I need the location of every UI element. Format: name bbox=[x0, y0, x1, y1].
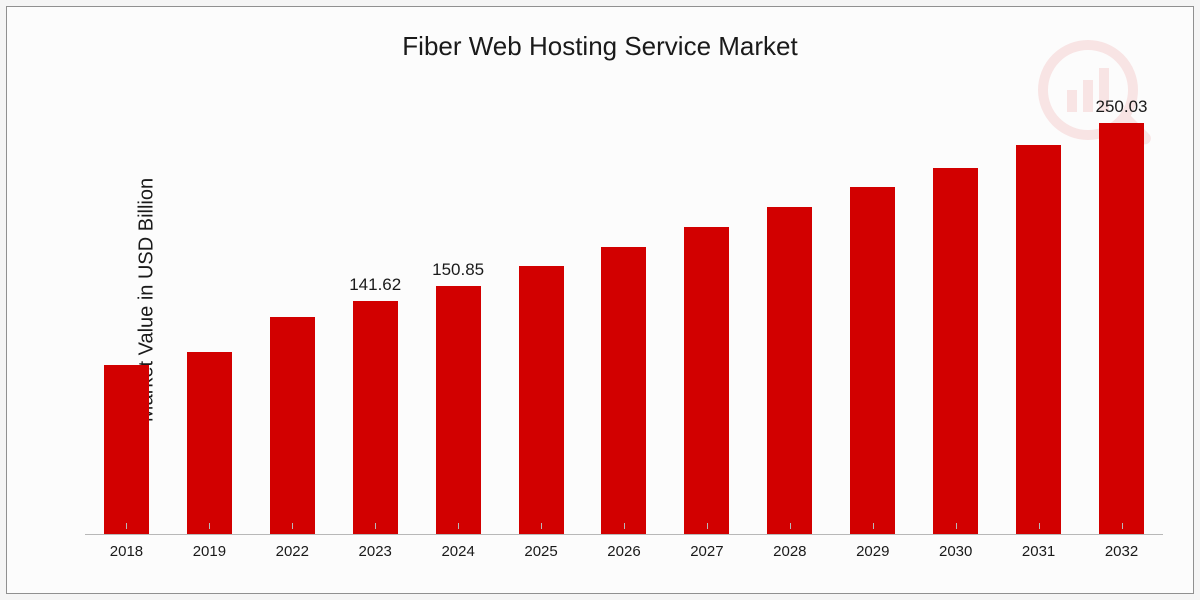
bar bbox=[684, 227, 729, 534]
bar-slot bbox=[168, 107, 251, 534]
x-axis-tick-text: 2023 bbox=[359, 543, 392, 560]
x-axis-tick bbox=[873, 523, 874, 529]
bar bbox=[933, 168, 978, 534]
bar: 150.85 bbox=[436, 286, 481, 534]
x-axis-tick-label: 2032 bbox=[1080, 543, 1163, 573]
x-axis-tick-text: 2026 bbox=[607, 543, 640, 560]
x-axis-tick bbox=[458, 523, 459, 529]
chart-title: Fiber Web Hosting Service Market bbox=[7, 31, 1193, 62]
bar-value-label: 250.03 bbox=[1096, 97, 1148, 117]
bar-slot bbox=[831, 107, 914, 534]
x-axis-tick-text: 2031 bbox=[1022, 543, 1055, 560]
bar bbox=[104, 365, 149, 534]
x-axis-tick-text: 2018 bbox=[110, 543, 143, 560]
chart-container: Fiber Web Hosting Service Market Market … bbox=[0, 0, 1200, 600]
bar bbox=[519, 266, 564, 534]
bar-slot bbox=[665, 107, 748, 534]
bar bbox=[850, 187, 895, 534]
bar: 250.03 bbox=[1099, 123, 1144, 534]
bars-row: 141.62 150.85 250.03 bbox=[85, 107, 1163, 534]
bar-slot bbox=[997, 107, 1080, 534]
x-axis-tick-label: 2031 bbox=[997, 543, 1080, 573]
bar bbox=[767, 207, 812, 534]
bar-slot: 150.85 bbox=[417, 107, 500, 534]
plot-area: 141.62 150.85 250.03 bbox=[85, 107, 1163, 535]
x-axis-tick bbox=[956, 523, 957, 529]
x-axis-tick-label: 2027 bbox=[665, 543, 748, 573]
x-axis-tick-text: 2019 bbox=[193, 543, 226, 560]
x-axis-tick-text: 2027 bbox=[690, 543, 723, 560]
x-axis-tick bbox=[541, 523, 542, 529]
x-axis-tick bbox=[126, 523, 127, 529]
bar bbox=[270, 317, 315, 534]
x-axis-tick bbox=[1039, 523, 1040, 529]
bar-slot: 141.62 bbox=[334, 107, 417, 534]
x-axis-tick-text: 2022 bbox=[276, 543, 309, 560]
x-axis-tick-label: 2028 bbox=[748, 543, 831, 573]
x-axis-tick bbox=[1122, 523, 1123, 529]
x-axis-tick bbox=[209, 523, 210, 529]
x-axis-tick bbox=[624, 523, 625, 529]
bar-slot: 250.03 bbox=[1080, 107, 1163, 534]
x-axis-tick bbox=[707, 523, 708, 529]
x-axis-tick-text: 2028 bbox=[773, 543, 806, 560]
x-axis-tick-text: 2029 bbox=[856, 543, 889, 560]
chart-panel: Fiber Web Hosting Service Market Market … bbox=[6, 6, 1194, 594]
x-axis-tick bbox=[375, 523, 376, 529]
bar bbox=[601, 247, 646, 534]
x-axis-tick-label: 2030 bbox=[914, 543, 997, 573]
bar-slot bbox=[500, 107, 583, 534]
bar-value-label: 141.62 bbox=[349, 275, 401, 295]
bar bbox=[187, 352, 232, 534]
x-axis-labels: 2018 2019 2022 2023 2024 2025 2026 2027 2028 2029… bbox=[85, 543, 1163, 573]
bar: 141.62 bbox=[353, 301, 398, 534]
bar-slot bbox=[583, 107, 666, 534]
x-axis-tick-label: 2026 bbox=[583, 543, 666, 573]
bar-slot bbox=[748, 107, 831, 534]
x-axis-tick bbox=[292, 523, 293, 529]
bar-slot bbox=[914, 107, 997, 534]
x-axis-tick-label: 2023 bbox=[334, 543, 417, 573]
bar-slot bbox=[85, 107, 168, 534]
x-axis-tick-label: 2019 bbox=[168, 543, 251, 573]
x-axis-tick-label: 2022 bbox=[251, 543, 334, 573]
bar-slot bbox=[251, 107, 334, 534]
bar bbox=[1016, 145, 1061, 534]
x-axis-tick-text: 2025 bbox=[524, 543, 557, 560]
x-axis-tick-label: 2029 bbox=[831, 543, 914, 573]
x-axis-tick-label: 2024 bbox=[417, 543, 500, 573]
x-axis-tick-text: 2032 bbox=[1105, 543, 1138, 560]
x-axis-tick-text: 2024 bbox=[441, 543, 474, 560]
x-axis-tick bbox=[790, 523, 791, 529]
x-axis-tick-label: 2018 bbox=[85, 543, 168, 573]
bar-value-label: 150.85 bbox=[432, 260, 484, 280]
x-axis-tick-label: 2025 bbox=[500, 543, 583, 573]
x-axis-tick-text: 2030 bbox=[939, 543, 972, 560]
